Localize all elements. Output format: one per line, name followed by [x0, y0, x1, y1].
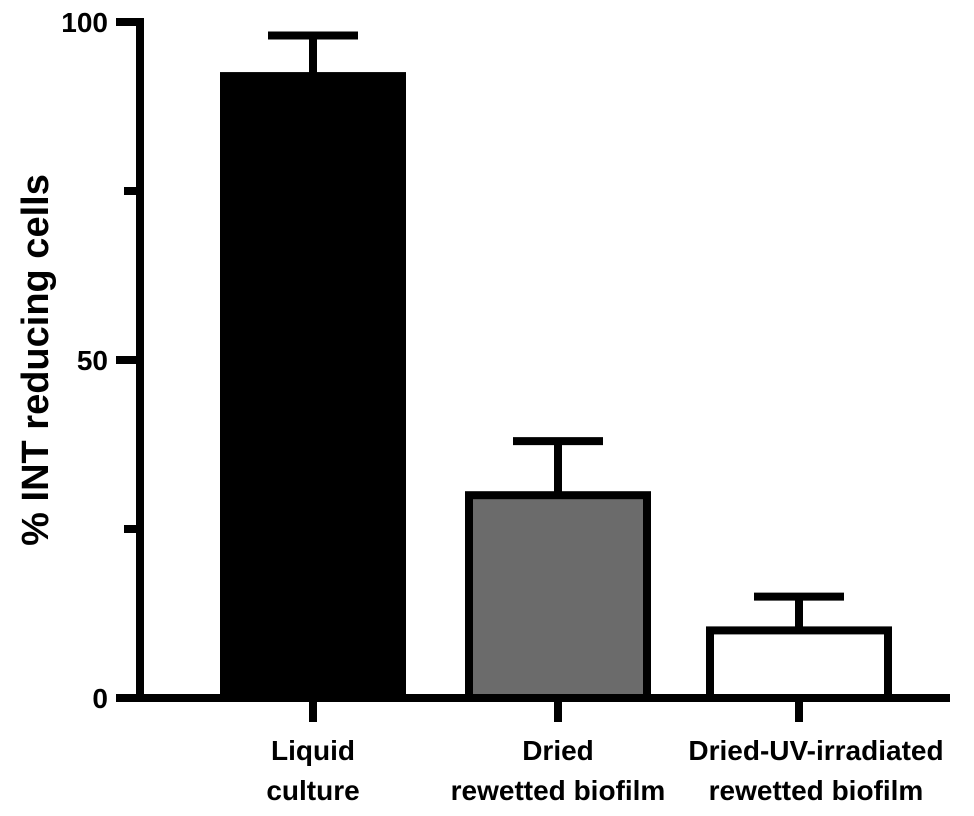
x-category-label: rewetted biofilm	[451, 775, 666, 806]
x-category-label: culture	[266, 775, 359, 806]
x-category-label: Liquid	[271, 735, 355, 766]
y-tick-label: 100	[61, 7, 108, 38]
x-category-label: rewetted biofilm	[709, 775, 924, 806]
bar	[465, 491, 651, 703]
x-category-label: Dried-UV-irradiated	[688, 735, 943, 766]
y-tick-label: 50	[77, 345, 108, 376]
bars	[220, 72, 892, 703]
bar	[220, 72, 406, 702]
bar	[706, 626, 892, 703]
error-bars	[268, 31, 844, 631]
y-axis-title: % INT reducing cells	[15, 174, 57, 546]
labels: 0 50 100 Liquid culture Dried rewetted biofilm…	[61, 7, 943, 806]
x-category-label: Dried	[522, 735, 594, 766]
axes	[116, 18, 950, 722]
y-tick-label: 0	[92, 683, 108, 714]
